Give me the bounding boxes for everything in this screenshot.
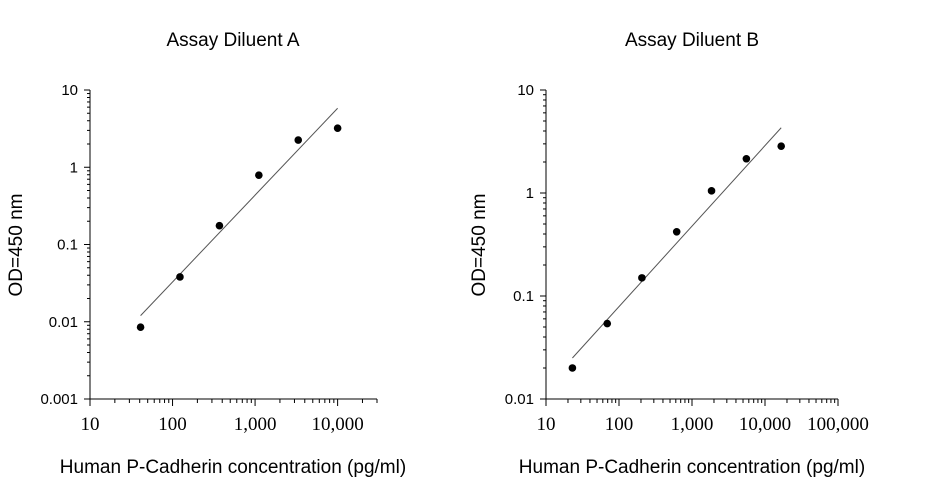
y-tick-label: 10 [517,82,534,99]
x-tick-label: 10,000 [739,414,791,435]
data-point [603,319,612,328]
chart-assay-diluent-a: Assay Diluent A Human P-Cadherin concent… [6,30,406,478]
x-tick-label: 1,000 [671,414,714,435]
x-tick-label: 10 [537,414,556,435]
chart-assay-diluent-b: Assay Diluent B Human P-Cadherin concent… [469,30,869,478]
x-tick-label: 100 [158,414,187,435]
y-tick-label: 0.1 [513,288,534,305]
y-axis-label: OD=450 nm [6,194,27,297]
x-tick-label: 100,000 [807,414,869,435]
x-tick-label: 1,000 [234,414,277,435]
regression-line [140,107,338,316]
y-tick-label: 0.01 [505,391,534,408]
plot-area: 0.01 0.1 1 10 10 100 1,000 10,000 100,000 [505,82,869,435]
data-point [333,124,342,133]
data-point [707,187,716,195]
y-tick-label: 1 [526,185,534,202]
data-point [638,274,646,282]
x-axis-label: Human P-Cadherin concentration (pg/ml) [60,457,406,478]
y-tick-label: 10 [61,82,78,99]
data-point [215,221,224,230]
data-point [176,273,184,281]
data-point [742,154,751,163]
data-point [136,323,145,332]
x-tick-label: 10,000 [311,414,363,435]
chart-title: Assay Diluent A [166,30,299,51]
plot-area: 0.001 0.01 0.1 1 10 10 100 1,000 10,000 [40,82,378,435]
chart-title: Assay Diluent B [625,30,759,51]
data-point [568,364,577,372]
y-tick-label: 0.01 [49,314,78,331]
y-tick-label: 0.1 [57,237,78,254]
x-axis-label: Human P-Cadherin concentration (pg/ml) [519,457,865,478]
y-axis-label: OD=450 nm [469,194,490,297]
data-point [255,171,263,179]
y-tick-label: 0.001 [40,391,78,408]
data-point [294,136,303,144]
data-point [777,142,785,150]
x-tick-label: 10 [81,414,100,435]
regression-line [572,127,782,359]
y-tick-label: 1 [70,159,78,176]
data-point [672,228,681,236]
x-tick-label: 100 [605,414,634,435]
